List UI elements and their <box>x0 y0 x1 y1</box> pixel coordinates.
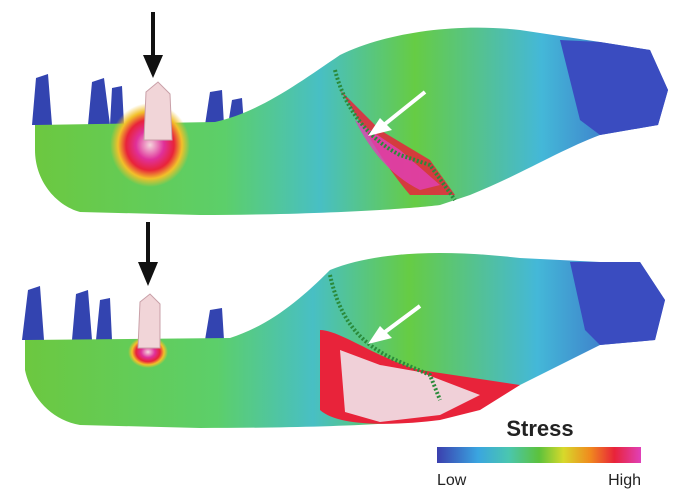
white-arrow <box>368 304 422 344</box>
black-arrow <box>138 222 158 286</box>
black-arrow <box>143 12 163 78</box>
stress-hotspot <box>340 350 480 422</box>
suture <box>333 69 457 202</box>
legend-low: Low <box>437 472 467 489</box>
condyle <box>560 40 668 135</box>
teeth <box>22 286 224 340</box>
legend-high: High <box>608 472 641 489</box>
jaw-body <box>35 27 668 215</box>
color-bar <box>437 447 641 463</box>
tooth <box>137 293 161 349</box>
suture <box>328 274 442 401</box>
teeth <box>32 74 244 125</box>
condyle <box>570 262 665 345</box>
bottom-mandible <box>22 222 665 428</box>
white-arrow <box>368 90 427 136</box>
stress-legend: Stress Low High <box>437 416 641 489</box>
legend-title: Stress <box>506 416 573 441</box>
tooth <box>143 81 173 141</box>
top-mandible <box>32 12 668 215</box>
stress-hotspot <box>340 90 455 195</box>
